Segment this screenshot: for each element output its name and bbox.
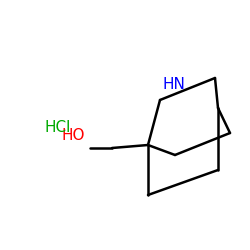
Text: HN: HN: [162, 77, 185, 92]
Text: HCl: HCl: [45, 120, 72, 135]
Text: HO: HO: [62, 128, 85, 143]
